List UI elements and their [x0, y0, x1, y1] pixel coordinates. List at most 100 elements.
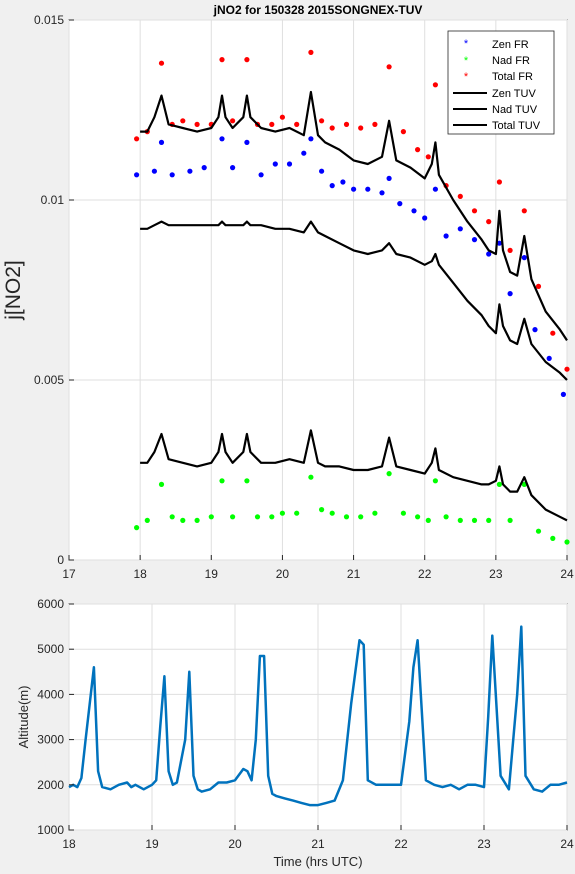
series-nad-fr-point [180, 517, 186, 524]
series-zen-fr-point [507, 291, 513, 297]
legend-marker-nad-fr: * [464, 55, 469, 67]
series-zen-fr-point [286, 161, 293, 167]
series-nad-fr-point [457, 517, 463, 524]
series-zen-fr-point [386, 175, 392, 181]
series-zen-fr-point [486, 251, 492, 257]
altitude-plot-area [68, 625, 568, 807]
series-nad-fr-point [244, 478, 250, 484]
series-nad-fr-point [372, 510, 378, 516]
series-total-fr-point [564, 366, 570, 372]
legend-entry-nad-fr: * Nad FR [464, 55, 530, 67]
jno2-x-tick-label: 19 [205, 567, 219, 581]
legend-label-nad-fr: Nad FR [492, 55, 530, 67]
series-zen-fr-point [457, 226, 463, 232]
series-nad-fr-point [564, 539, 570, 545]
legend-entry-total-fr: * Total FR [464, 71, 533, 83]
series-zen-fr-point [521, 255, 527, 261]
series-total-fr-point [329, 125, 335, 131]
series-total-tuv-line [140, 90, 568, 342]
series-nad-fr-point [294, 510, 300, 516]
legend-marker-zen-fr: * [464, 38, 469, 50]
series-nad-fr-point [169, 514, 175, 520]
legend-entry-total-tuv: Total TUV [453, 120, 541, 132]
series-total-fr-point [219, 57, 225, 63]
series-nad-fr-point [194, 517, 200, 524]
jno2-y-tick-label: 0 [57, 553, 64, 567]
altitude-y-axis-label: Altitude(m) [16, 686, 31, 749]
altitude-y-tick-label: 6000 [37, 597, 64, 611]
altitude-x-axis-label: Time (hrs UTC) [273, 854, 362, 869]
series-zen-fr-point [244, 139, 250, 145]
series-total-fr-point [372, 121, 378, 127]
series-total-fr-point [535, 283, 542, 289]
series-nad-fr-point [471, 517, 478, 524]
series-total-fr-point [457, 193, 463, 199]
jno2-x-tick-label: 20 [276, 567, 290, 581]
series-total-fr-point [269, 121, 275, 127]
series-zen-fr-point [230, 165, 236, 171]
series-zen-fr-point [258, 172, 264, 178]
series-nad-fr-point [269, 514, 275, 520]
series-zen-fr-point [422, 215, 428, 221]
legend-entry-zen-fr: * Zen FR [464, 38, 529, 51]
series-zen-fr-point [560, 391, 567, 397]
series-total-fr-point [386, 64, 392, 70]
series-zen-fr-point [201, 165, 207, 171]
series-total-fr-point [230, 118, 236, 124]
jno2-x-tick-label: 18 [133, 567, 147, 581]
series-zen-fr-point [365, 186, 371, 192]
series-total-fr-point [308, 49, 314, 56]
series-zen-fr-point [379, 190, 385, 196]
series-zen-fr-point [340, 179, 346, 185]
series-total-fr-point [194, 121, 200, 127]
series-nad-fr-point [432, 478, 438, 484]
series-nad-fr-point [134, 525, 140, 531]
altitude-x-tick-label: 23 [477, 837, 491, 851]
series-nad-fr-point [386, 471, 392, 477]
series-total-fr-point [521, 208, 527, 214]
jno2-y-tick-label: 0.01 [41, 193, 65, 207]
series-total-fr-point [550, 330, 556, 336]
altitude-x-tick-label: 20 [228, 837, 242, 851]
series-nad-fr-point [496, 481, 502, 487]
series-nad-tuv-line [140, 429, 568, 522]
series-nad-fr-point [219, 478, 225, 484]
jno2-legend: * Zen FR * Nad FR * Total FR Zen TUV Nad… [447, 30, 555, 135]
altitude-x-tick-label: 22 [394, 837, 408, 851]
series-nad-fr-point [343, 514, 350, 520]
series-total-fr-point [343, 121, 350, 127]
series-total-fr-point [415, 147, 421, 153]
series-total-fr-point [432, 82, 438, 88]
altitude-y-tick-label: 2000 [37, 778, 64, 792]
series-zen-fr-point [151, 168, 157, 174]
series-total-fr-point [279, 114, 285, 120]
series-nad-fr-point [279, 510, 285, 516]
jno2-y-ticks: 0 0.005 0.01 0.015 [34, 13, 74, 567]
altitude-y-tick-label: 3000 [37, 733, 64, 747]
series-nad-fr-point [208, 514, 214, 520]
legend-entry-zen-tuv: Zen TUV [453, 88, 536, 100]
series-nad-fr-point [486, 517, 492, 524]
series-zen-fr-point [308, 136, 314, 142]
altitude-y-tick-label: 1000 [37, 823, 64, 837]
altitude-x-tick-label: 24 [560, 837, 574, 851]
series-total-fr-point [180, 118, 186, 124]
series-zen-fr-point [219, 136, 225, 142]
series-nad-fr-point [425, 517, 431, 524]
series-zen-fr-point [496, 240, 502, 246]
series-nad-fr-point [144, 517, 150, 524]
legend-label-zen-tuv: Zen TUV [492, 88, 536, 100]
series-nad-fr-point [550, 535, 556, 542]
series-nad-fr-point [415, 514, 421, 520]
series-zen-fr-point [158, 139, 165, 145]
series-nad-fr-point [443, 514, 449, 520]
legend-label-total-fr: Total FR [492, 71, 533, 83]
series-zen-fr-point [411, 208, 417, 214]
legend-marker-total-fr: * [464, 71, 469, 83]
altitude-y-tick-label: 4000 [37, 687, 64, 701]
jno2-x-tick-label: 17 [62, 567, 76, 581]
jno2-x-tick-label: 24 [560, 567, 574, 581]
altitude-y-tick-label: 5000 [37, 642, 64, 656]
series-total-fr-point [158, 60, 165, 66]
series-nad-fr-point [254, 514, 261, 520]
